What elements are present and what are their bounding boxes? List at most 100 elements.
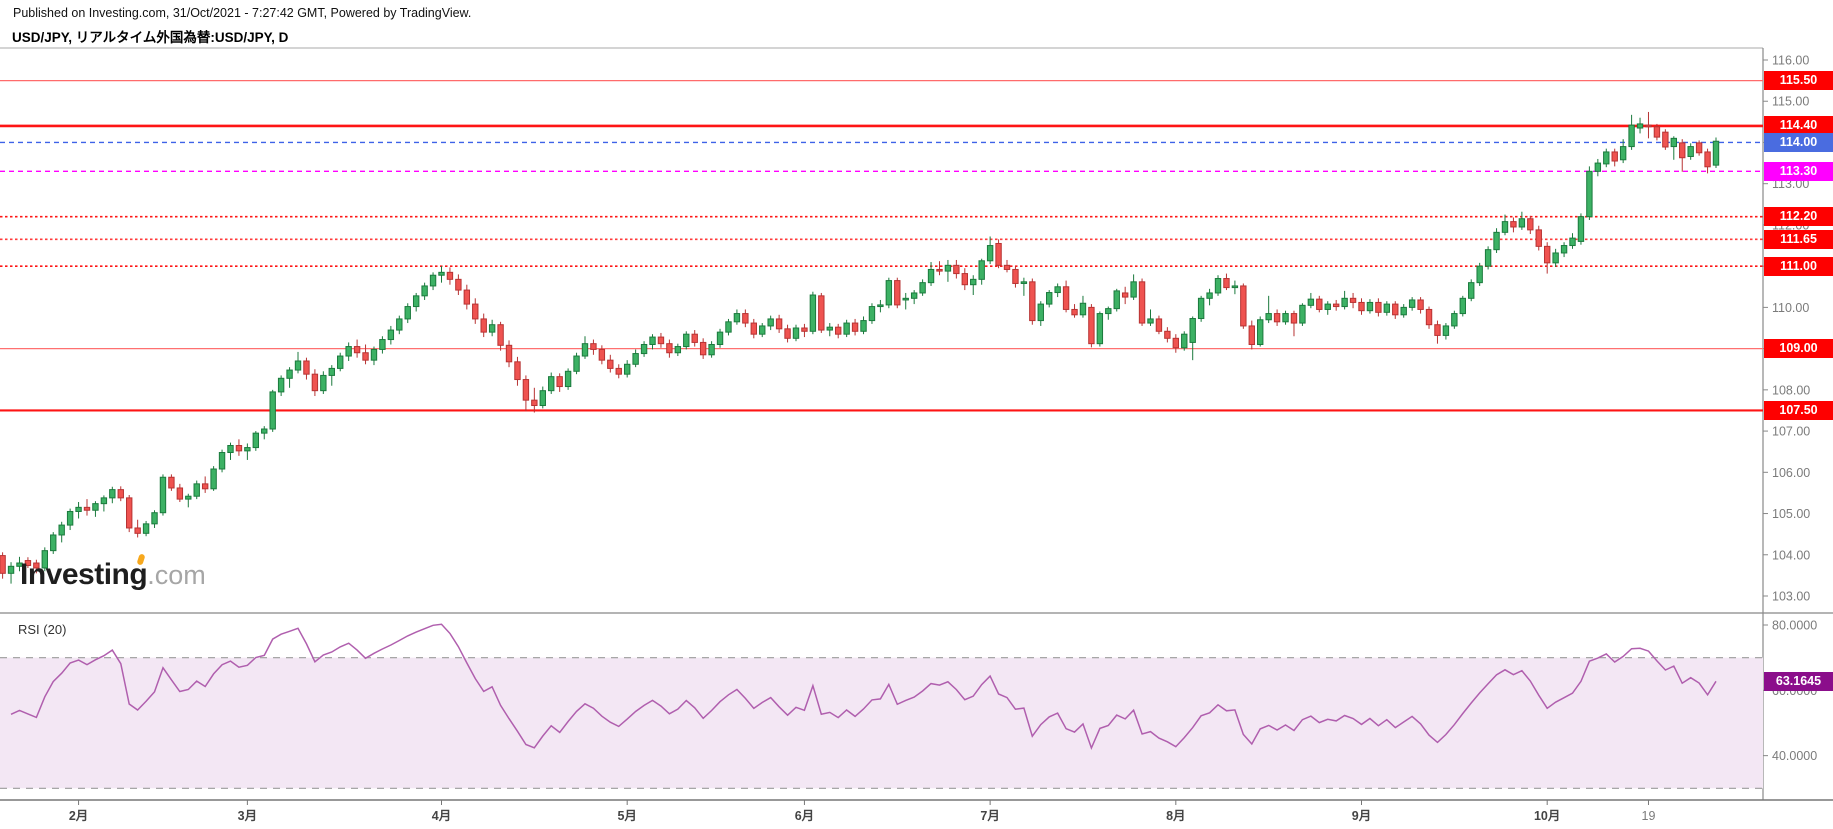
candlestick xyxy=(1543,245,1551,264)
candlestick xyxy=(1020,281,1028,284)
candlestick xyxy=(218,452,226,470)
candlestick xyxy=(877,304,884,308)
time-tick-label: 10月 xyxy=(1534,809,1560,823)
candlestick xyxy=(1257,319,1264,345)
candlestick xyxy=(598,348,606,361)
candlestick xyxy=(1366,301,1374,312)
candlestick xyxy=(1349,297,1357,303)
candlestick xyxy=(953,264,960,275)
price-tick-label: 116.00 xyxy=(1772,54,1809,68)
candlestick xyxy=(92,503,99,511)
candlestick xyxy=(50,534,57,552)
candlestick xyxy=(404,306,411,320)
candlestick xyxy=(370,348,378,361)
candlestick xyxy=(1299,304,1306,324)
candlestick xyxy=(142,523,150,534)
candlestick xyxy=(345,346,352,357)
candlestick xyxy=(1510,221,1517,228)
candlestick xyxy=(1054,286,1061,294)
candlestick xyxy=(7,565,15,574)
candlestick xyxy=(151,512,158,525)
candlestick xyxy=(1695,142,1703,154)
candlestick xyxy=(66,510,74,526)
candlestick xyxy=(1248,325,1255,345)
candlestick xyxy=(261,428,268,434)
candlestick xyxy=(986,245,994,262)
rsi-tick-label: 80.0000 xyxy=(1772,619,1817,633)
candlestick xyxy=(1130,281,1137,298)
candlestick xyxy=(421,285,428,297)
candlestick xyxy=(1290,313,1298,324)
candlestick xyxy=(252,432,260,449)
candlestick xyxy=(387,329,395,341)
candlestick xyxy=(801,327,808,332)
candlestick xyxy=(185,495,192,500)
candlestick xyxy=(286,369,293,379)
candlestick xyxy=(472,303,479,320)
logo-suffix-text: .com xyxy=(147,560,206,590)
candlestick xyxy=(649,336,656,345)
time-tick-label: 4月 xyxy=(432,809,451,823)
candlestick xyxy=(429,274,437,287)
candlestick xyxy=(294,360,302,371)
candlestick xyxy=(1273,313,1281,323)
candlestick xyxy=(1400,306,1407,316)
candlestick xyxy=(733,313,741,323)
logo-brand-text: Investing xyxy=(20,553,148,591)
candlestick xyxy=(531,399,538,407)
candlestick xyxy=(41,550,49,569)
candlestick xyxy=(826,326,833,331)
candlestick xyxy=(640,343,648,355)
candlestick xyxy=(0,555,6,574)
candlestick xyxy=(1434,324,1441,336)
candlestick xyxy=(522,379,530,401)
candlestick xyxy=(353,346,361,354)
candlestick xyxy=(885,280,893,306)
price-level-badge: 112.20 xyxy=(1764,207,1833,227)
time-tick-label: 8月 xyxy=(1166,809,1185,823)
candlestick xyxy=(1417,299,1424,310)
candlestick xyxy=(505,344,513,363)
candlestick xyxy=(767,318,774,327)
candlestick xyxy=(1408,299,1416,308)
candlestick xyxy=(58,524,65,536)
candlestick xyxy=(1653,126,1661,138)
candlestick xyxy=(1240,285,1247,327)
candlestick xyxy=(936,268,943,272)
price-tick-label: 110.00 xyxy=(1772,301,1809,315)
candlestick xyxy=(488,324,496,333)
candlestick xyxy=(834,326,842,335)
candlestick xyxy=(716,331,724,345)
candlestick xyxy=(851,322,859,332)
candlestick xyxy=(438,271,445,276)
candlestick xyxy=(1046,292,1053,305)
candlestick xyxy=(1341,297,1348,308)
candlestick xyxy=(1484,249,1492,267)
candlestick xyxy=(1704,151,1711,168)
candlestick xyxy=(699,341,707,356)
investing-logo: Investing .com xyxy=(20,553,206,592)
candlestick xyxy=(666,343,673,354)
candlestick xyxy=(1231,285,1239,289)
price-level-badge: 114.40 xyxy=(1764,116,1833,136)
candlestick xyxy=(269,391,276,430)
candlestick xyxy=(843,322,850,335)
candlestick xyxy=(16,562,23,567)
candlestick xyxy=(1468,282,1475,299)
candlestick xyxy=(159,476,167,514)
candlestick xyxy=(792,327,800,339)
rsi-indicator-label: RSI (20) xyxy=(18,622,67,637)
candlestick xyxy=(1282,313,1289,323)
candlestick xyxy=(1037,303,1044,322)
candlestick xyxy=(868,306,876,322)
candlestick xyxy=(1332,303,1340,308)
candlestick xyxy=(235,445,243,452)
candlestick xyxy=(1307,298,1315,306)
candlestick xyxy=(539,390,546,407)
candlestick xyxy=(1029,281,1036,322)
candlestick xyxy=(910,292,918,299)
candlestick xyxy=(564,370,572,388)
candlestick xyxy=(1628,124,1635,148)
candlestick xyxy=(497,324,504,346)
